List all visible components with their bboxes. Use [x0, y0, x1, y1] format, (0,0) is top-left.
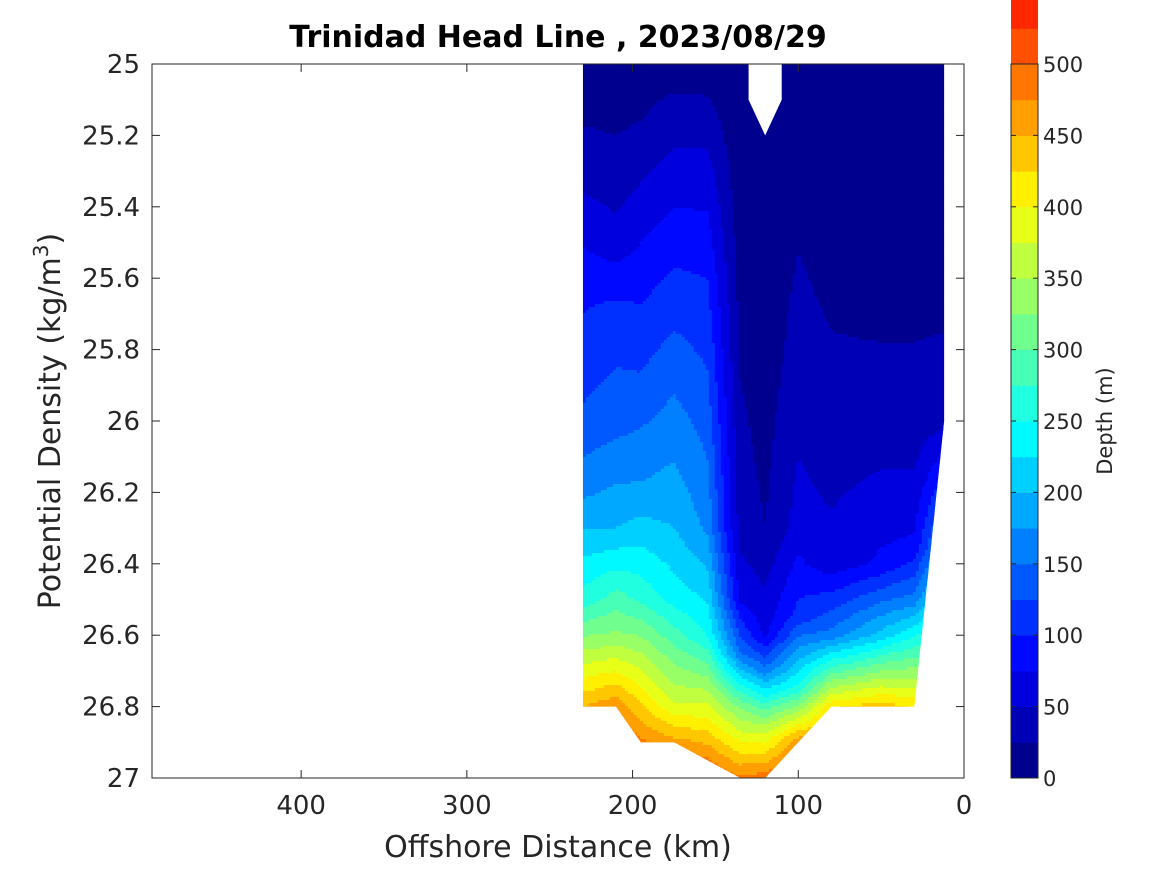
missing-data-gap	[748, 64, 782, 136]
chart-title: Trinidad Head Line , 2023/08/29	[289, 20, 826, 55]
y-tick-label: 26.2	[82, 478, 140, 508]
colorbar-segment	[1011, 171, 1038, 208]
colorbar-tick-label: 300	[1043, 339, 1083, 363]
y-tick-label: 25	[107, 50, 140, 80]
colorbar-segment	[1011, 528, 1038, 565]
colorbar-tick-label: 400	[1043, 196, 1083, 220]
colorbar-label: Depth (m)	[1093, 367, 1117, 474]
y-tick-label: 25.8	[82, 336, 140, 366]
colorbar-segment	[1011, 599, 1038, 636]
y-tick-label: 26.8	[82, 693, 140, 723]
colorbar-segment	[1011, 706, 1038, 743]
x-tick-label: 300	[442, 791, 492, 821]
x-axis-ticks: 400 300 200 100 0	[276, 64, 972, 821]
colorbar-segment	[1011, 349, 1038, 386]
colorbar-segment	[1011, 492, 1038, 529]
y-axis-label: Potential Density (kg/m3)	[29, 233, 68, 609]
colorbar-segment	[1011, 456, 1038, 493]
colorbar-tick-label: 500	[1043, 53, 1083, 77]
colorbar-segment	[1011, 421, 1038, 458]
x-tick-label: 400	[276, 791, 326, 821]
colorbar-segment	[1011, 670, 1038, 708]
colorbar-tick-label: 150	[1043, 553, 1083, 577]
colorbar-tick-label: 200	[1043, 481, 1083, 505]
colorbar-segment	[1011, 206, 1038, 243]
colorbar-segment	[1011, 313, 1038, 351]
colorbar-tick-label: 100	[1043, 624, 1083, 648]
y-tick-label: 25.2	[82, 121, 140, 151]
y-tick-label: 26.6	[82, 621, 140, 651]
x-tick-label: 100	[773, 791, 823, 821]
colorbar-segment	[1011, 242, 1038, 279]
y-axis-label-superscript: 3	[29, 244, 53, 257]
colorbar-segment	[1011, 385, 1038, 422]
y-tick-label: 26	[107, 407, 140, 437]
x-axis-label: Offshore Distance (km)	[384, 830, 732, 865]
colorbar-tick-label: 350	[1043, 267, 1083, 291]
colorbar-segment	[1011, 135, 1038, 172]
y-tick-label: 27	[107, 764, 140, 794]
contour-fill	[582, 64, 945, 778]
x-tick-label: 0	[956, 791, 973, 821]
colorbar-ticks: 0 50 100 150 200 250 300 350 400 450 500	[1011, 53, 1083, 791]
colorbar-segment	[1011, 635, 1038, 672]
colorbar-segment	[1011, 0, 1038, 29]
y-axis-ticks: 25 25.2 25.4 25.6 25.8 26 26.2 26.4 26.6 26.8 27	[82, 50, 964, 794]
colorbar	[1010, 0, 1039, 779]
colorbar-tick-label: 0	[1043, 767, 1056, 791]
colorbar-segment	[1011, 28, 1038, 65]
x-tick-label: 200	[608, 791, 658, 821]
y-tick-label: 26.4	[82, 550, 140, 580]
colorbar-segment	[1011, 99, 1038, 136]
colorbar-segment	[1011, 64, 1038, 101]
colorbar-tick-label: 450	[1043, 124, 1083, 148]
colorbar-tick-label: 250	[1043, 410, 1083, 434]
colorbar-tick-label: 50	[1043, 696, 1070, 720]
contour-field	[582, 64, 945, 778]
colorbar-segment	[1011, 563, 1038, 600]
colorbar-segment	[1011, 742, 1038, 779]
y-tick-label: 25.4	[82, 193, 140, 223]
y-tick-label: 25.6	[82, 264, 140, 294]
colorbar-segment	[1011, 278, 1038, 315]
